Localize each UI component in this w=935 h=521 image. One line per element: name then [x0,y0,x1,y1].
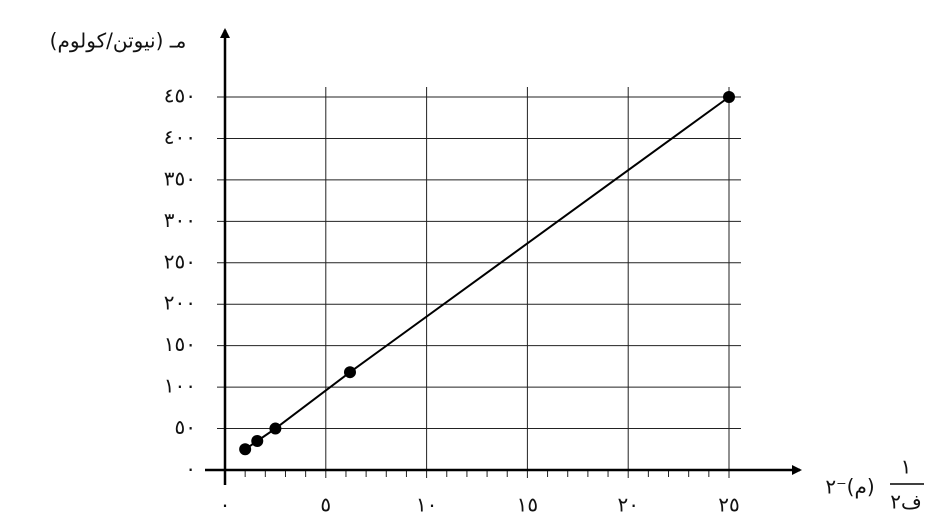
x-tick-label: ٥ [320,493,331,517]
y-tick-label: ٠ [185,457,196,481]
data-point [251,434,264,447]
y-tick-label: ١٥٠ [164,332,196,356]
y-tick-label: ٤٠٠ [164,125,196,149]
y-tick-label: ٣٠٠ [164,208,196,232]
x-label-numerator: ١ [901,455,912,479]
x-tick-label: ٢٠ [617,493,638,517]
data-point [343,366,356,379]
y-tick-label: ٣٥٠ [164,166,196,190]
y-tick-label: ٢٥٠ [164,249,196,273]
data-point [723,91,735,103]
x-label-denominator: ف٢ [890,490,921,514]
x-tick-label: ١٠ [416,493,437,517]
data-point [239,443,252,456]
data-line [244,96,730,451]
x-tick-label: ١٥ [517,493,538,517]
x-tick-label: ٠ [220,493,231,517]
data-point [269,422,282,435]
y-tick-label: ٥٠ [175,415,196,439]
y-tick-label: ٢٠٠ [164,291,196,315]
y-tick-label: ٤٥٠ [164,84,196,108]
y-tick-label: ١٠٠ [164,374,196,398]
y-axis-label: مـ (نيوتن/كولوم) [50,29,187,53]
x-label-unit: (م)⁻٢ [825,475,874,499]
x-tick-label: ٢٥ [718,493,739,517]
